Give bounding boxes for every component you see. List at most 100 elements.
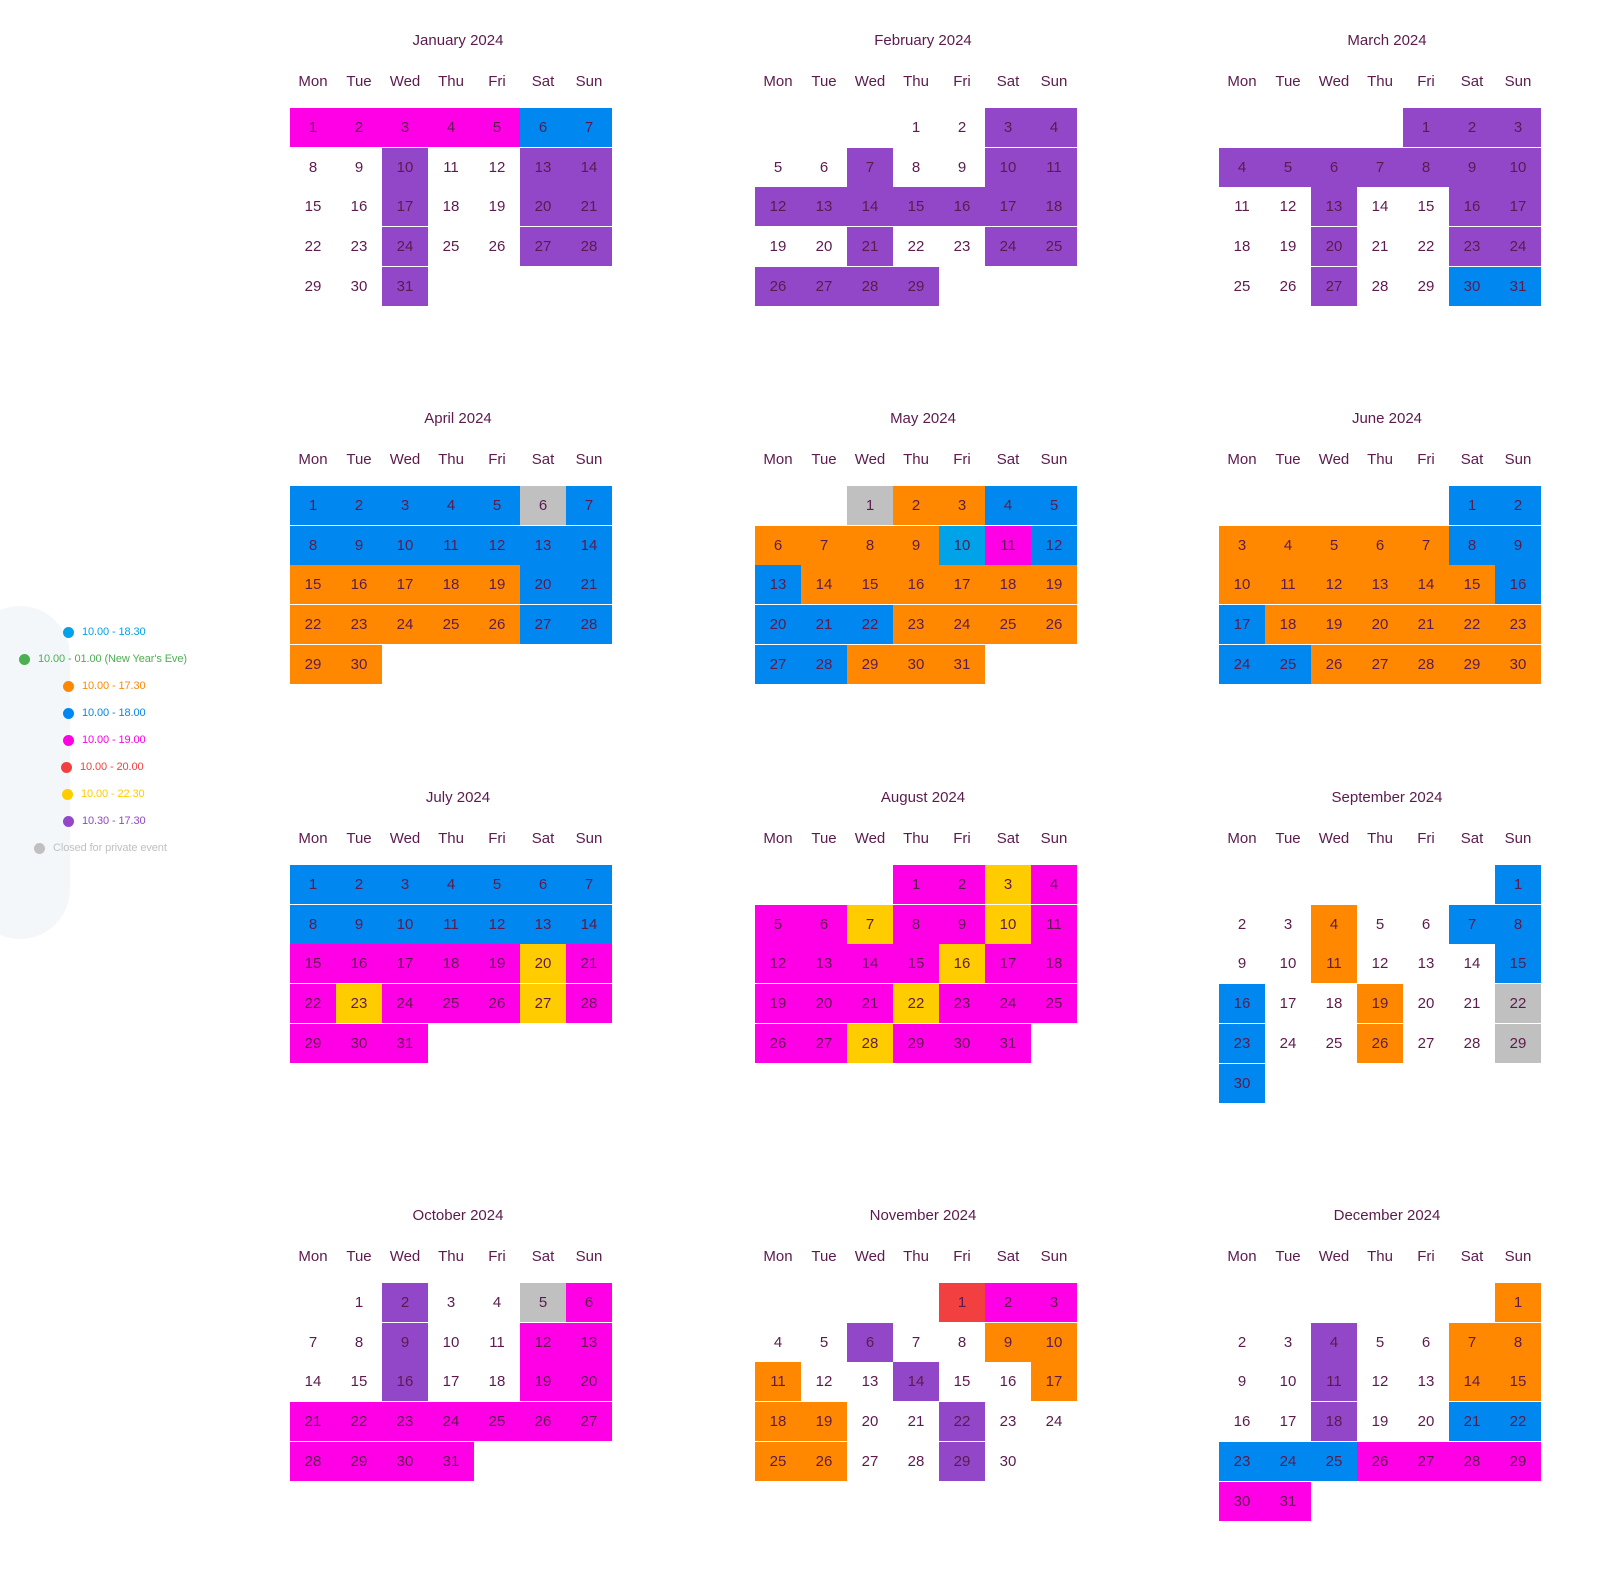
- calendar-day[interactable]: 4: [428, 108, 474, 147]
- calendar-day[interactable]: 24: [1265, 1441, 1311, 1481]
- calendar-day[interactable]: 30: [382, 1441, 428, 1481]
- calendar-day[interactable]: 19: [801, 1402, 847, 1442]
- calendar-day[interactable]: 8: [290, 525, 336, 565]
- calendar-day[interactable]: 10: [1031, 1322, 1077, 1362]
- calendar-day[interactable]: 5: [1311, 525, 1357, 565]
- calendar-day[interactable]: 19: [1031, 565, 1077, 605]
- calendar-day[interactable]: 26: [474, 605, 520, 645]
- calendar-day[interactable]: 20: [815, 238, 833, 256]
- calendar-day[interactable]: 2: [1237, 1333, 1247, 1351]
- calendar-day[interactable]: 3: [985, 108, 1031, 147]
- calendar-day[interactable]: 6: [1421, 915, 1431, 933]
- calendar-day[interactable]: 30: [1449, 266, 1495, 306]
- calendar-day[interactable]: 6: [755, 525, 801, 565]
- calendar-day[interactable]: 6: [819, 158, 829, 176]
- calendar-day[interactable]: 8: [847, 525, 893, 565]
- calendar-day[interactable]: 17: [382, 187, 428, 227]
- calendar-day[interactable]: 2: [985, 1283, 1031, 1322]
- calendar-day[interactable]: 14: [1403, 565, 1449, 605]
- calendar-day[interactable]: 5: [1375, 915, 1385, 933]
- calendar-day[interactable]: 15: [893, 944, 939, 984]
- calendar-day[interactable]: 11: [755, 1362, 801, 1402]
- calendar-day[interactable]: 31: [382, 1023, 428, 1063]
- calendar-day[interactable]: 27: [1417, 1034, 1435, 1052]
- calendar-day[interactable]: 14: [847, 187, 893, 227]
- calendar-day[interactable]: 30: [1495, 644, 1541, 684]
- calendar-day[interactable]: 4: [1311, 1322, 1357, 1362]
- calendar-day[interactable]: 7: [801, 525, 847, 565]
- calendar-day[interactable]: 12: [755, 944, 801, 984]
- calendar-day[interactable]: 17: [442, 1373, 460, 1391]
- calendar-day[interactable]: 4: [428, 865, 474, 904]
- calendar-day[interactable]: 10: [939, 525, 985, 565]
- calendar-day[interactable]: 29: [847, 644, 893, 684]
- calendar-day[interactable]: 19: [755, 984, 801, 1024]
- calendar-day[interactable]: 18: [1325, 995, 1343, 1013]
- calendar-day[interactable]: 18: [488, 1373, 506, 1391]
- calendar-day[interactable]: 21: [907, 1413, 925, 1431]
- calendar-day[interactable]: 31: [939, 644, 985, 684]
- calendar-day[interactable]: 25: [442, 238, 460, 256]
- calendar-day[interactable]: 26: [474, 984, 520, 1024]
- calendar-day[interactable]: 24: [939, 605, 985, 645]
- calendar-day[interactable]: 23: [953, 238, 971, 256]
- calendar-day[interactable]: 13: [520, 525, 566, 565]
- calendar-day[interactable]: 17: [985, 187, 1031, 227]
- calendar-day[interactable]: 16: [336, 565, 382, 605]
- calendar-day[interactable]: 20: [1311, 227, 1357, 267]
- calendar-day[interactable]: 8: [290, 904, 336, 944]
- calendar-day[interactable]: 7: [308, 1333, 318, 1351]
- calendar-day[interactable]: 22: [1417, 238, 1435, 256]
- calendar-day[interactable]: 20: [801, 984, 847, 1024]
- calendar-day[interactable]: 2: [1449, 108, 1495, 147]
- calendar-day[interactable]: 3: [382, 108, 428, 147]
- calendar-day[interactable]: 2: [893, 486, 939, 525]
- calendar-day[interactable]: 23: [893, 605, 939, 645]
- calendar-day[interactable]: 7: [1449, 1322, 1495, 1362]
- calendar-day[interactable]: 8: [957, 1333, 967, 1351]
- calendar-day[interactable]: 27: [520, 984, 566, 1024]
- calendar-day[interactable]: 5: [474, 865, 520, 904]
- calendar-day[interactable]: 13: [1417, 955, 1435, 973]
- calendar-day[interactable]: 26: [520, 1402, 566, 1442]
- calendar-day[interactable]: 3: [382, 486, 428, 525]
- calendar-day[interactable]: 13: [1357, 565, 1403, 605]
- calendar-day[interactable]: 29: [290, 644, 336, 684]
- calendar-day[interactable]: 15: [893, 187, 939, 227]
- calendar-day[interactable]: 13: [755, 565, 801, 605]
- calendar-day[interactable]: 20: [520, 565, 566, 605]
- calendar-day[interactable]: 24: [1045, 1413, 1063, 1431]
- calendar-day[interactable]: 6: [801, 904, 847, 944]
- calendar-day[interactable]: 13: [520, 904, 566, 944]
- calendar-day[interactable]: 28: [1403, 644, 1449, 684]
- calendar-day[interactable]: 26: [801, 1441, 847, 1481]
- calendar-day[interactable]: 15: [290, 944, 336, 984]
- calendar-day[interactable]: 15: [1449, 565, 1495, 605]
- calendar-day[interactable]: 31: [1495, 266, 1541, 306]
- calendar-day[interactable]: 16: [350, 198, 368, 216]
- calendar-day[interactable]: 20: [1417, 995, 1435, 1013]
- calendar-day[interactable]: 1: [939, 1283, 985, 1322]
- calendar-day[interactable]: 8: [1495, 1322, 1541, 1362]
- calendar-day[interactable]: 10: [442, 1333, 460, 1351]
- calendar-day[interactable]: 18: [1031, 187, 1077, 227]
- calendar-day[interactable]: 25: [755, 1441, 801, 1481]
- calendar-day[interactable]: 12: [1279, 198, 1297, 216]
- calendar-day[interactable]: 18: [985, 565, 1031, 605]
- calendar-day[interactable]: 4: [773, 1333, 783, 1351]
- calendar-day[interactable]: 12: [1031, 525, 1077, 565]
- calendar-day[interactable]: 20: [1417, 1413, 1435, 1431]
- calendar-day[interactable]: 29: [336, 1441, 382, 1481]
- calendar-day[interactable]: 26: [755, 266, 801, 306]
- calendar-day[interactable]: 25: [985, 605, 1031, 645]
- calendar-day[interactable]: 5: [773, 158, 783, 176]
- calendar-day[interactable]: 17: [1031, 1362, 1077, 1402]
- calendar-day[interactable]: 21: [566, 187, 612, 227]
- calendar-day[interactable]: 25: [428, 605, 474, 645]
- calendar-day[interactable]: 21: [566, 565, 612, 605]
- calendar-day[interactable]: 23: [939, 984, 985, 1024]
- calendar-day[interactable]: 24: [1279, 1034, 1297, 1052]
- calendar-day[interactable]: 8: [911, 158, 921, 176]
- calendar-day[interactable]: 27: [1357, 644, 1403, 684]
- calendar-day[interactable]: 18: [755, 1402, 801, 1442]
